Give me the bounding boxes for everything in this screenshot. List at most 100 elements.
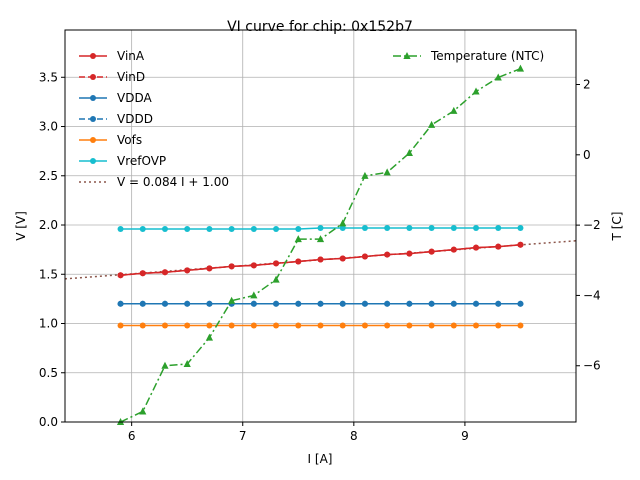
x-tick-label: 6 <box>128 429 136 443</box>
data-point <box>273 300 280 307</box>
data-point <box>250 322 257 329</box>
legend-label: VinA <box>117 49 145 63</box>
legend-entry: VinD <box>79 70 145 84</box>
data-point <box>294 235 302 243</box>
y-tick-label: 2.5 <box>39 169 58 183</box>
data-point <box>273 260 280 267</box>
x-axis-ticks: 6 7 8 9 <box>128 422 469 443</box>
y-tick-label: 3.5 <box>39 70 58 84</box>
data-point <box>517 300 524 307</box>
legend-label: VrefOVP <box>117 154 166 168</box>
data-point <box>117 322 124 329</box>
data-point <box>205 333 214 341</box>
data-point <box>428 300 435 307</box>
data-point <box>339 255 346 262</box>
chart-title: VI curve for chip: 0x152b7 <box>227 19 413 35</box>
plot-frame <box>64 29 577 423</box>
legend-marker <box>90 74 96 80</box>
legend-label: VDDA <box>117 91 152 105</box>
grid <box>65 30 576 423</box>
data-point <box>273 322 280 329</box>
data-point <box>405 149 413 157</box>
data-point <box>473 244 480 251</box>
data-point <box>139 407 147 415</box>
data-point <box>383 168 391 176</box>
y-axis-ticks: 0.0 0.5 1.0 1.5 2.0 2.5 3.0 3.5 <box>39 70 65 429</box>
legend-left: VinA VinD VDDA VDDD Vofs VrefOVP V = 0.084 I +… <box>79 49 229 189</box>
data-point <box>495 322 502 329</box>
data-point <box>406 300 413 307</box>
legend-marker <box>90 137 96 143</box>
data-point <box>384 300 391 307</box>
data-point <box>161 225 168 232</box>
data-point <box>139 225 146 232</box>
data-point <box>273 225 280 232</box>
legend-marker <box>403 52 411 59</box>
legend-label: VinD <box>117 70 145 84</box>
data-point <box>316 235 325 243</box>
data-point <box>450 322 457 329</box>
data-point <box>250 225 257 232</box>
series-vofs <box>117 322 524 329</box>
data-point <box>450 224 457 231</box>
data-point <box>139 270 146 277</box>
data-point <box>361 300 368 307</box>
y2-tick-label: −2 <box>583 218 601 232</box>
data-point <box>272 275 280 283</box>
data-point <box>184 225 191 232</box>
legend-right: Temperature (NTC) <box>393 49 544 63</box>
legend-entry: Vofs <box>79 133 142 147</box>
data-point <box>183 359 191 367</box>
data-point <box>161 361 169 369</box>
legend-marker <box>90 116 96 122</box>
data-point <box>161 322 168 329</box>
data-point <box>384 251 391 258</box>
data-point <box>161 269 168 276</box>
data-point <box>517 224 524 231</box>
data-point <box>450 106 458 114</box>
data-point <box>228 225 235 232</box>
y2-axis-label: T [C] <box>610 212 624 242</box>
data-point <box>473 224 480 231</box>
data-point <box>339 322 346 329</box>
data-point <box>317 256 324 263</box>
legend-marker <box>90 95 96 101</box>
y-tick-label: 3.0 <box>39 120 58 134</box>
data-point <box>317 300 324 307</box>
data-point <box>428 248 435 255</box>
data-point <box>250 262 257 269</box>
data-point <box>184 267 191 274</box>
data-point <box>295 258 302 265</box>
legend-entry: VinA <box>79 49 145 63</box>
x-tick-label: 9 <box>461 429 469 443</box>
data-point <box>450 300 457 307</box>
legend-entry: V = 0.084 I + 1.00 <box>79 175 229 189</box>
y-tick-label: 0.5 <box>39 366 58 380</box>
series-vrefovp <box>117 224 524 232</box>
y-tick-label: 0.0 <box>39 415 58 429</box>
data-point <box>317 322 324 329</box>
data-point <box>117 225 124 232</box>
data-point <box>295 225 302 232</box>
data-point <box>516 64 525 72</box>
data-point <box>250 291 258 299</box>
series-vind <box>117 241 524 279</box>
data-point <box>206 225 213 232</box>
legend-label: Vofs <box>117 133 142 147</box>
data-point <box>295 322 302 329</box>
data-point <box>517 322 524 329</box>
data-point <box>206 300 213 307</box>
data-point <box>427 120 436 128</box>
data-point <box>317 224 324 231</box>
data-point <box>228 296 236 304</box>
data-point <box>184 300 191 307</box>
data-point <box>406 322 413 329</box>
data-point <box>339 219 347 227</box>
x-tick-label: 7 <box>239 429 247 443</box>
data-point <box>228 263 235 270</box>
data-point <box>384 224 391 231</box>
data-point <box>428 322 435 329</box>
legend-marker <box>90 53 96 59</box>
data-point <box>250 300 257 307</box>
